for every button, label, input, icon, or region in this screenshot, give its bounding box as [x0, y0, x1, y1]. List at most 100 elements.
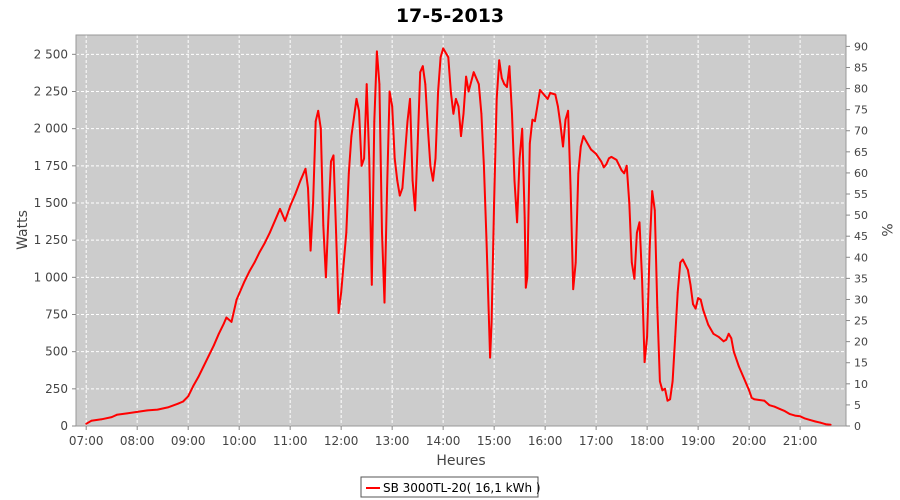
data-point — [309, 249, 312, 252]
data-point — [653, 209, 656, 212]
data-point — [506, 86, 508, 88]
data-point — [370, 283, 373, 286]
data-point — [393, 157, 396, 160]
legend-box — [360, 476, 539, 498]
data-point — [225, 316, 228, 319]
data-point — [564, 118, 567, 121]
x-tick-label: 21:00 — [783, 434, 818, 448]
y-tick-label: 2 500 — [34, 47, 68, 61]
x-tick-label: 16:00 — [528, 434, 563, 448]
y2-tick-label: 0 — [854, 420, 861, 433]
data-point — [177, 402, 179, 405]
data-point — [337, 312, 340, 314]
data-point — [253, 261, 256, 264]
data-point — [727, 332, 730, 335]
y2-tick-label: 35 — [854, 272, 868, 285]
data-point — [567, 109, 569, 112]
data-point — [480, 112, 483, 115]
data-point — [508, 65, 511, 68]
data-point — [360, 164, 363, 167]
data-point — [590, 148, 592, 151]
data-point — [503, 83, 506, 85]
data-point — [702, 309, 705, 311]
data-point — [689, 283, 692, 286]
data-point — [299, 179, 302, 182]
y-axis-right: 0 5 10 15 20 25 30 35 40 45 50 55 60 65 70 75 80 85 90 — [846, 40, 868, 433]
data-point — [212, 344, 215, 347]
data-point — [388, 90, 391, 93]
data-point — [511, 112, 513, 115]
data-point — [671, 380, 674, 383]
data-point — [750, 396, 753, 399]
data-point — [284, 219, 286, 222]
data-point — [304, 167, 307, 170]
data-point — [230, 321, 233, 323]
data-point — [638, 221, 641, 224]
data-point — [643, 361, 646, 363]
data-point — [516, 221, 518, 224]
data-point — [414, 209, 416, 212]
data-point — [641, 276, 643, 279]
data-point — [748, 389, 750, 392]
data-point — [768, 404, 771, 407]
data-point — [429, 164, 432, 167]
x-tick-label: 08:00 — [120, 434, 155, 448]
data-point — [539, 89, 541, 91]
data-point — [411, 179, 414, 182]
data-point — [623, 172, 626, 175]
y-tick-label: 250 — [45, 382, 68, 396]
data-point — [630, 261, 633, 264]
data-point — [447, 56, 450, 59]
data-point — [419, 71, 422, 74]
data-point — [452, 112, 455, 115]
y2-tick-label: 80 — [854, 83, 868, 96]
data-point — [648, 246, 651, 249]
data-point — [248, 270, 251, 273]
data-point — [398, 194, 401, 197]
data-point — [100, 418, 103, 421]
data-point — [345, 231, 348, 234]
data-point — [217, 332, 220, 335]
data-point — [317, 109, 320, 112]
data-point — [432, 179, 434, 182]
data-point — [332, 154, 335, 157]
data-point — [778, 408, 781, 410]
data-point — [692, 303, 694, 305]
data-point — [712, 332, 715, 335]
y-tick-label: 500 — [45, 345, 68, 359]
data-point — [391, 105, 394, 108]
x-axis-title: Heures — [436, 453, 485, 469]
y2-tick-label: 50 — [854, 209, 868, 222]
x-axis: 07:00 08:00 09:00 10:00 11:00 12:00 13:00 14:00… — [69, 426, 818, 448]
data-point — [605, 163, 608, 166]
data-point — [455, 98, 457, 100]
data-point — [699, 298, 702, 301]
x-tick-label: 17:00 — [579, 434, 614, 448]
x-tick-label: 19:00 — [681, 434, 716, 448]
data-point — [110, 416, 113, 418]
x-tick-label: 14:00 — [426, 434, 461, 448]
y2-tick-label: 10 — [854, 378, 868, 391]
data-point — [421, 65, 424, 68]
data-point — [207, 355, 210, 357]
data-point — [661, 389, 664, 392]
data-point — [799, 415, 801, 418]
data-point — [327, 217, 330, 219]
data-point — [730, 337, 733, 340]
data-point — [319, 127, 322, 130]
data-point — [783, 410, 786, 412]
data-point — [381, 231, 383, 234]
data-point — [763, 399, 766, 402]
data-point — [732, 350, 735, 353]
y2-tick-label: 90 — [854, 40, 868, 53]
y2-tick-label: 25 — [854, 315, 868, 328]
y-tick-label: 1 500 — [34, 196, 68, 210]
x-tick-label: 15:00 — [477, 434, 512, 448]
data-point — [396, 179, 399, 182]
data-point — [355, 98, 358, 100]
y2-tick-label: 85 — [854, 61, 868, 74]
data-point — [115, 413, 118, 416]
data-point — [620, 169, 623, 172]
data-point — [549, 92, 552, 94]
data-point — [546, 98, 549, 100]
